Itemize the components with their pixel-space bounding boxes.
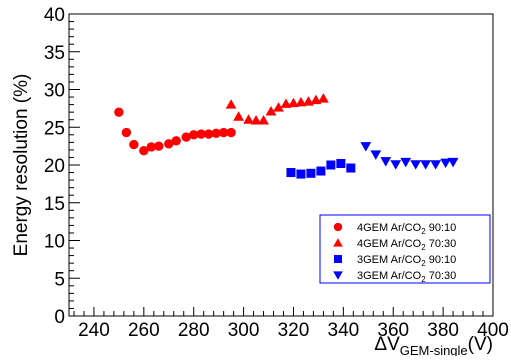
data-point bbox=[171, 136, 181, 146]
legend-box bbox=[319, 214, 491, 284]
data-point bbox=[336, 158, 346, 168]
x-tick-label: 400 bbox=[477, 320, 509, 341]
legend-marker bbox=[333, 222, 343, 232]
data-point bbox=[400, 157, 412, 168]
legend-entry-4: 3GEM Ar/CO2 70:30 bbox=[333, 270, 456, 284]
y-tick-label: 15 bbox=[44, 194, 65, 215]
data-point bbox=[310, 94, 322, 105]
y-tick-label: 30 bbox=[44, 81, 65, 102]
data-series bbox=[114, 93, 459, 179]
legend-label: 4GEM Ar/CO2 90:10 bbox=[357, 222, 456, 236]
y-tick-label: 25 bbox=[44, 118, 65, 139]
data-point bbox=[265, 105, 277, 116]
data-point bbox=[440, 158, 452, 169]
x-tick-label: 380 bbox=[427, 320, 459, 341]
data-point bbox=[181, 132, 191, 142]
data-point bbox=[225, 99, 237, 109]
legend-label: 3GEM Ar/CO2 90:10 bbox=[357, 254, 456, 268]
data-point bbox=[447, 157, 459, 168]
series-3 bbox=[286, 158, 356, 179]
x-tick-label: 360 bbox=[377, 320, 409, 341]
y-tick-label: 10 bbox=[44, 232, 65, 253]
series-1 bbox=[114, 107, 236, 156]
data-point bbox=[203, 129, 214, 139]
x-axis-title-unit: (V) bbox=[468, 334, 493, 355]
data-point bbox=[390, 160, 402, 170]
legend-entry-2: 4GEM Ar/CO2 70:30 bbox=[333, 238, 456, 252]
data-point bbox=[114, 107, 124, 117]
x-tick-label: 300 bbox=[228, 320, 260, 341]
data-point bbox=[286, 168, 296, 178]
data-point bbox=[316, 166, 326, 176]
x-tick-label: 240 bbox=[78, 320, 110, 341]
data-point bbox=[154, 141, 164, 151]
y-tick-label: 5 bbox=[54, 269, 65, 290]
y-tick-label: 35 bbox=[44, 43, 65, 64]
data-point bbox=[360, 142, 372, 152]
data-point bbox=[420, 160, 432, 170]
y-axis-title: Energy resolution (%) bbox=[11, 74, 32, 257]
x-tick-label: 340 bbox=[328, 320, 360, 341]
data-point bbox=[370, 150, 382, 160]
data-point bbox=[295, 96, 307, 107]
data-point bbox=[250, 115, 262, 125]
data-point bbox=[326, 160, 336, 170]
data-point bbox=[196, 129, 206, 139]
legend-marker bbox=[334, 255, 342, 263]
legend-entry-3: 3GEM Ar/CO2 90:10 bbox=[334, 254, 456, 268]
data-point bbox=[306, 168, 316, 178]
legend-marker bbox=[333, 238, 343, 247]
data-point bbox=[380, 157, 392, 167]
legend-entry-1: 4GEM Ar/CO2 90:10 bbox=[333, 222, 456, 236]
data-point bbox=[346, 163, 356, 173]
series-2 bbox=[225, 93, 329, 125]
data-point bbox=[410, 160, 422, 170]
data-point bbox=[430, 160, 442, 170]
legend-entries: 4GEM Ar/CO2 90:10 4GEM Ar/CO2 70:30 3GEM A… bbox=[333, 222, 456, 284]
series-4 bbox=[360, 142, 459, 170]
y-tick-label: 40 bbox=[44, 5, 65, 26]
data-point bbox=[164, 139, 174, 149]
data-point bbox=[211, 128, 221, 138]
data-point bbox=[243, 114, 254, 124]
data-point bbox=[296, 169, 306, 179]
y-tick-label: 20 bbox=[44, 156, 65, 177]
data-point bbox=[288, 97, 299, 108]
legend-label: 4GEM Ar/CO2 70:30 bbox=[357, 238, 456, 252]
axis-ticks: 0 5 10 15 20 25 30 35 40 240 260 280 300 320 340 360 380… bbox=[44, 5, 509, 341]
legend-marker bbox=[333, 271, 343, 280]
data-point bbox=[318, 93, 329, 103]
data-point bbox=[218, 127, 229, 138]
data-point bbox=[280, 98, 292, 108]
data-point bbox=[273, 102, 284, 112]
legend: 4GEM Ar/CO2 90:10 4GEM Ar/CO2 70:30 3GEM A… bbox=[319, 214, 491, 284]
data-point bbox=[121, 127, 132, 138]
x-axis-title: ΔVGEM-single(V) bbox=[374, 334, 493, 356]
x-axis-title-sub: GEM-single bbox=[400, 343, 468, 356]
y-tick-label: 0 bbox=[54, 307, 65, 328]
data-point bbox=[233, 111, 244, 121]
data-point bbox=[189, 130, 199, 140]
data-point bbox=[139, 145, 149, 156]
x-tick-label: 280 bbox=[178, 320, 210, 341]
x-axis-title-main: ΔV bbox=[374, 334, 400, 355]
x-tick-label: 260 bbox=[128, 320, 160, 341]
x-tick-label: 320 bbox=[278, 320, 310, 341]
data-point bbox=[303, 96, 314, 106]
data-point bbox=[146, 142, 156, 152]
data-point bbox=[258, 115, 269, 125]
data-point bbox=[226, 127, 236, 138]
data-point bbox=[129, 139, 139, 150]
legend-label: 3GEM Ar/CO2 70:30 bbox=[357, 270, 456, 284]
